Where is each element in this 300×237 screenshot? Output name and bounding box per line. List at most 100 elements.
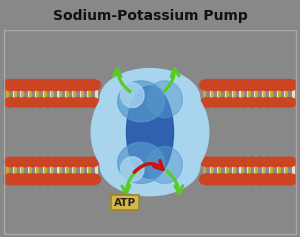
Circle shape <box>260 98 274 107</box>
Circle shape <box>215 98 229 107</box>
Circle shape <box>229 79 245 91</box>
Circle shape <box>222 174 238 185</box>
Circle shape <box>85 174 101 185</box>
Ellipse shape <box>147 81 182 118</box>
Circle shape <box>201 157 214 167</box>
Circle shape <box>283 157 296 167</box>
Text: Sodium-Potassium Pump: Sodium-Potassium Pump <box>52 9 247 23</box>
Circle shape <box>230 98 244 107</box>
Circle shape <box>259 174 275 185</box>
Circle shape <box>259 79 275 91</box>
Circle shape <box>34 157 47 167</box>
Ellipse shape <box>147 146 182 183</box>
Circle shape <box>47 174 63 185</box>
Circle shape <box>201 98 214 107</box>
Ellipse shape <box>100 134 200 196</box>
Circle shape <box>253 157 266 167</box>
Circle shape <box>237 79 253 91</box>
Circle shape <box>19 98 32 107</box>
Circle shape <box>2 79 18 91</box>
Circle shape <box>26 98 40 107</box>
Circle shape <box>282 174 298 185</box>
Circle shape <box>17 79 33 91</box>
Circle shape <box>77 79 93 91</box>
Circle shape <box>229 174 245 185</box>
Circle shape <box>207 79 223 91</box>
Circle shape <box>40 174 56 185</box>
Circle shape <box>267 79 283 91</box>
Circle shape <box>41 98 55 107</box>
Circle shape <box>275 98 289 107</box>
Circle shape <box>4 157 17 167</box>
Circle shape <box>86 98 99 107</box>
Circle shape <box>208 98 222 107</box>
Circle shape <box>11 98 25 107</box>
Circle shape <box>214 79 230 91</box>
Circle shape <box>55 174 71 185</box>
Circle shape <box>49 157 62 167</box>
Circle shape <box>244 79 260 91</box>
Circle shape <box>274 79 290 91</box>
Circle shape <box>71 98 85 107</box>
Circle shape <box>71 157 85 167</box>
Circle shape <box>230 157 244 167</box>
Circle shape <box>56 157 70 167</box>
Circle shape <box>32 174 48 185</box>
Circle shape <box>11 157 25 167</box>
Circle shape <box>19 157 32 167</box>
Circle shape <box>34 98 47 107</box>
Circle shape <box>268 157 281 167</box>
Circle shape <box>252 79 268 91</box>
Circle shape <box>62 174 78 185</box>
Circle shape <box>215 157 229 167</box>
Circle shape <box>78 98 92 107</box>
Circle shape <box>64 157 77 167</box>
Circle shape <box>55 79 71 91</box>
Circle shape <box>200 174 215 185</box>
Circle shape <box>4 98 17 107</box>
Circle shape <box>78 157 92 167</box>
Ellipse shape <box>91 73 209 191</box>
Circle shape <box>41 157 55 167</box>
Ellipse shape <box>118 81 165 122</box>
Circle shape <box>260 157 274 167</box>
Circle shape <box>85 79 101 91</box>
Circle shape <box>26 157 40 167</box>
Circle shape <box>10 174 26 185</box>
Circle shape <box>252 174 268 185</box>
Circle shape <box>70 79 86 91</box>
Circle shape <box>86 157 99 167</box>
Circle shape <box>40 79 56 91</box>
Text: ATP: ATP <box>114 198 136 208</box>
Circle shape <box>214 174 230 185</box>
Circle shape <box>238 157 251 167</box>
Circle shape <box>2 174 18 185</box>
Circle shape <box>268 98 281 107</box>
Circle shape <box>208 157 222 167</box>
Circle shape <box>253 98 266 107</box>
Circle shape <box>32 79 48 91</box>
Circle shape <box>25 174 41 185</box>
Ellipse shape <box>121 83 144 108</box>
Circle shape <box>17 174 33 185</box>
Ellipse shape <box>121 157 144 181</box>
Circle shape <box>70 174 86 185</box>
Circle shape <box>238 98 251 107</box>
Circle shape <box>245 157 259 167</box>
Circle shape <box>49 98 62 107</box>
Circle shape <box>47 79 63 91</box>
Ellipse shape <box>127 86 173 178</box>
Circle shape <box>223 98 236 107</box>
Circle shape <box>267 174 283 185</box>
Circle shape <box>77 174 93 185</box>
Circle shape <box>25 79 41 91</box>
Circle shape <box>200 79 215 91</box>
Circle shape <box>244 174 260 185</box>
Circle shape <box>282 79 298 91</box>
Circle shape <box>222 79 238 91</box>
Circle shape <box>223 157 236 167</box>
Circle shape <box>64 98 77 107</box>
Circle shape <box>283 98 296 107</box>
Circle shape <box>207 174 223 185</box>
Ellipse shape <box>118 142 165 183</box>
